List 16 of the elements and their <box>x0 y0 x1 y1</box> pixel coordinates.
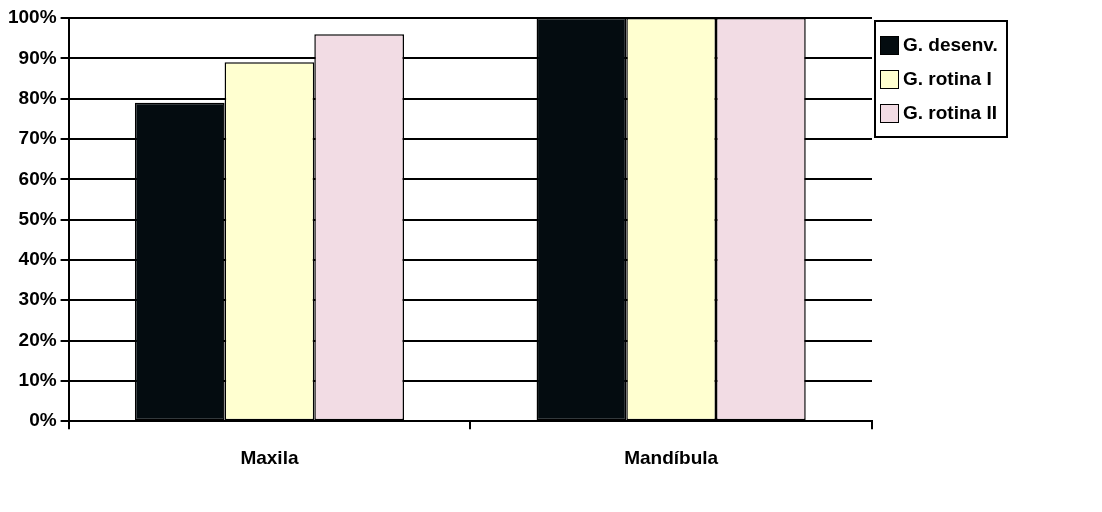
y-tick-label: 50% <box>18 207 57 229</box>
y-tick-label: 20% <box>18 328 57 350</box>
legend-label: G. desenv. <box>903 34 998 56</box>
y-tick-label: 80% <box>18 86 57 108</box>
y-tick-label: 10% <box>18 369 57 391</box>
y-tick-label: 40% <box>18 248 57 270</box>
legend-label: G. rotina I <box>903 68 992 90</box>
x-tick-label: Mandíbula <box>624 446 719 468</box>
legend-label: G. rotina II <box>903 102 997 124</box>
y-tick-label: 60% <box>18 167 57 189</box>
y-tick-label: 30% <box>18 288 57 310</box>
y-tick-label: 100% <box>7 6 57 28</box>
y-tick-label: 0% <box>29 409 57 431</box>
x-tick-label: Maxila <box>240 446 299 468</box>
y-tick-label: 70% <box>18 127 57 149</box>
y-tick-label: 90% <box>18 46 57 68</box>
